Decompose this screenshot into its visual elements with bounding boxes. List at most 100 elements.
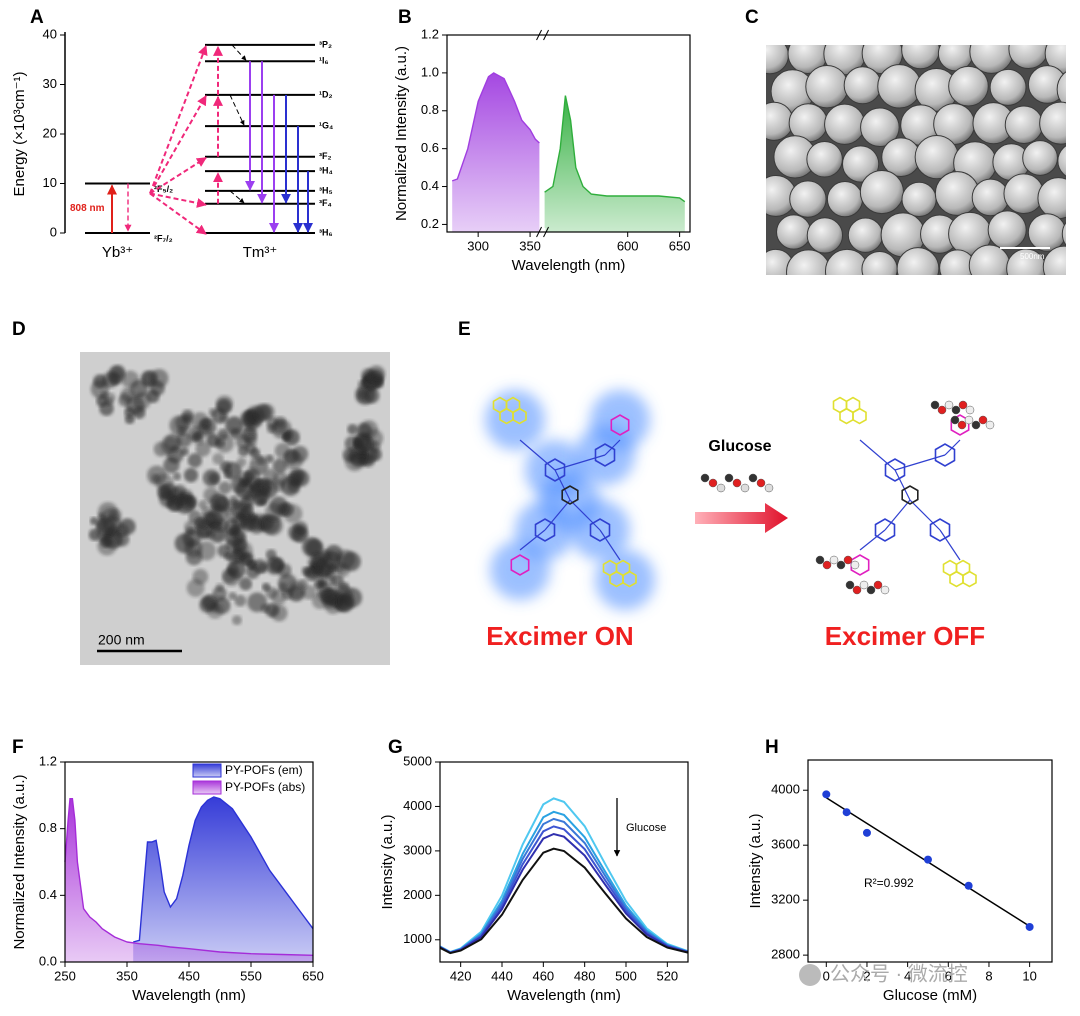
particle — [896, 247, 940, 275]
glow — [595, 550, 655, 610]
aggregate — [236, 512, 246, 521]
y-tick-label: 4000 — [403, 798, 432, 813]
aggregate — [96, 395, 108, 407]
ring — [901, 485, 919, 505]
glucose-atom — [764, 483, 774, 493]
atom — [965, 405, 975, 415]
aggregate — [234, 594, 247, 607]
atom — [850, 560, 860, 570]
aggregate — [219, 460, 232, 473]
annotation: 808 nm — [70, 203, 105, 214]
y-axis-label: Normalized Intensity (a.u.) — [393, 46, 410, 221]
x-tick-label: 440 — [491, 968, 513, 983]
glucose-atom — [724, 473, 734, 483]
area-fill — [452, 72, 540, 233]
aggregate — [187, 453, 203, 468]
aggregate — [265, 556, 284, 575]
aggregate — [124, 406, 135, 418]
arrow — [149, 95, 207, 194]
aggregate — [177, 426, 187, 436]
arrow — [229, 94, 245, 126]
atom — [866, 585, 876, 595]
atom — [950, 415, 960, 425]
y-tick-label: 1.2 — [421, 26, 439, 41]
x-axis-label: Glucose (mM) — [883, 987, 977, 1004]
x-tick-label: 6 — [945, 968, 952, 983]
panel-letter: E — [458, 319, 471, 340]
bond — [599, 529, 621, 561]
bond — [894, 454, 946, 471]
aggregate — [273, 420, 287, 434]
aggregate — [192, 568, 209, 585]
aggregate — [263, 515, 284, 536]
bond — [859, 529, 886, 551]
aggregate — [242, 503, 254, 515]
aggregate — [353, 434, 372, 453]
level-label: ²F₇/₂ — [154, 233, 173, 243]
aggregate — [95, 517, 116, 537]
y-axis-label: Energy (×10³cm⁻¹) — [11, 71, 28, 196]
particle — [971, 178, 1010, 217]
particle — [766, 101, 794, 141]
aggregate — [202, 424, 211, 433]
annotation: Glucose — [626, 822, 666, 834]
bond — [544, 499, 571, 531]
particle — [786, 249, 831, 275]
particle — [824, 103, 866, 145]
aggregate — [251, 489, 269, 507]
x-tick-label: 480 — [574, 968, 596, 983]
aggregate — [261, 582, 271, 592]
aggregate — [301, 537, 322, 557]
aggregate — [208, 472, 220, 484]
particle — [1042, 245, 1066, 275]
aggregate — [230, 428, 242, 440]
reaction-arrow — [695, 503, 788, 533]
aggregate — [291, 445, 309, 463]
aggregate — [341, 551, 361, 572]
atom — [829, 555, 839, 565]
bond — [554, 454, 606, 471]
molecule — [485, 390, 655, 610]
area-fill — [133, 797, 313, 962]
glucose-atom — [732, 478, 742, 488]
aggregate — [272, 458, 288, 474]
ring — [622, 570, 637, 588]
x-tick-label: 10 — [1022, 968, 1036, 983]
aggregate — [321, 588, 336, 604]
area-fill — [65, 798, 313, 962]
glucose-atom — [716, 483, 726, 493]
panel-letter: G — [388, 737, 403, 758]
ring — [610, 414, 630, 436]
particle — [826, 181, 864, 218]
aggregate — [163, 456, 180, 474]
x-tick-label: 250 — [54, 968, 76, 983]
ring — [962, 570, 977, 588]
aggregate — [216, 399, 232, 415]
area-fill — [544, 95, 685, 232]
bond — [519, 529, 546, 551]
x-tick-label: 600 — [617, 238, 639, 253]
tem-image — [80, 352, 390, 665]
aggregate — [195, 441, 211, 457]
y-tick-label: 30 — [43, 76, 57, 91]
y-tick-label: 2800 — [771, 947, 800, 962]
aggregate — [97, 536, 117, 556]
particle — [1003, 173, 1045, 214]
atom — [880, 585, 890, 595]
aggregate — [206, 602, 224, 619]
particle — [969, 45, 1014, 74]
atom — [815, 555, 825, 565]
aggregate — [218, 481, 232, 494]
aggregate — [108, 372, 122, 386]
aggregate — [303, 566, 314, 577]
aggregate — [224, 500, 236, 511]
aggregate — [239, 577, 253, 591]
aggregate — [359, 420, 378, 439]
level-label: ²F₅/₂ — [154, 184, 173, 194]
point — [822, 790, 831, 799]
y-tick-label: 10 — [43, 175, 57, 190]
aggregate — [231, 615, 242, 626]
plot-frame — [439, 761, 689, 963]
ring — [839, 407, 854, 425]
aggregate — [228, 591, 237, 601]
